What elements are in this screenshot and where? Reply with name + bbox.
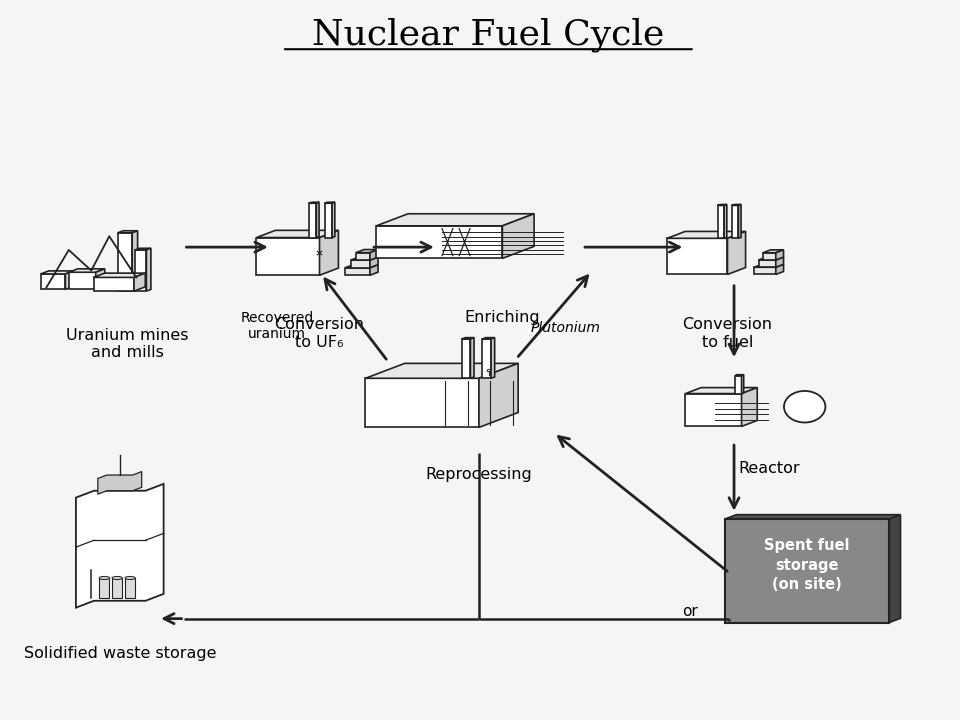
Polygon shape bbox=[776, 250, 783, 260]
Polygon shape bbox=[118, 231, 137, 233]
Text: Reprocessing: Reprocessing bbox=[425, 467, 532, 482]
Polygon shape bbox=[741, 374, 744, 394]
Polygon shape bbox=[135, 250, 146, 291]
Polygon shape bbox=[132, 231, 137, 291]
Polygon shape bbox=[370, 265, 378, 275]
Polygon shape bbox=[356, 250, 378, 253]
Polygon shape bbox=[763, 250, 783, 253]
Circle shape bbox=[487, 369, 491, 372]
Polygon shape bbox=[482, 339, 492, 378]
Polygon shape bbox=[350, 260, 370, 268]
Polygon shape bbox=[776, 257, 783, 267]
Text: or: or bbox=[682, 604, 698, 619]
Polygon shape bbox=[76, 484, 163, 608]
Polygon shape bbox=[462, 339, 470, 378]
Polygon shape bbox=[135, 248, 151, 250]
Text: Solidified waste storage: Solidified waste storage bbox=[23, 646, 216, 661]
Polygon shape bbox=[40, 271, 74, 274]
Polygon shape bbox=[69, 269, 105, 272]
Polygon shape bbox=[724, 204, 727, 238]
Polygon shape bbox=[685, 394, 741, 426]
Polygon shape bbox=[69, 272, 96, 289]
Polygon shape bbox=[370, 257, 378, 268]
Polygon shape bbox=[755, 267, 776, 274]
Polygon shape bbox=[776, 264, 783, 274]
Polygon shape bbox=[118, 233, 132, 291]
Circle shape bbox=[784, 391, 826, 423]
Polygon shape bbox=[376, 226, 502, 258]
FancyBboxPatch shape bbox=[99, 578, 109, 598]
FancyBboxPatch shape bbox=[112, 578, 122, 598]
Polygon shape bbox=[718, 205, 724, 238]
Ellipse shape bbox=[99, 577, 109, 580]
Polygon shape bbox=[732, 205, 738, 238]
Polygon shape bbox=[738, 204, 741, 238]
Polygon shape bbox=[725, 515, 900, 519]
Polygon shape bbox=[462, 338, 474, 339]
Polygon shape bbox=[356, 253, 370, 260]
Polygon shape bbox=[324, 202, 335, 203]
Text: Uranium mines
and mills: Uranium mines and mills bbox=[66, 328, 188, 360]
Polygon shape bbox=[479, 364, 518, 428]
Polygon shape bbox=[317, 202, 319, 238]
Polygon shape bbox=[732, 204, 741, 205]
Polygon shape bbox=[758, 260, 776, 267]
Polygon shape bbox=[667, 238, 728, 274]
Polygon shape bbox=[376, 214, 534, 226]
Polygon shape bbox=[735, 376, 741, 394]
Text: Enriching: Enriching bbox=[465, 310, 540, 325]
Polygon shape bbox=[755, 264, 783, 267]
Polygon shape bbox=[718, 204, 727, 205]
Text: Plutonium: Plutonium bbox=[531, 321, 600, 335]
Polygon shape bbox=[741, 387, 757, 426]
FancyBboxPatch shape bbox=[125, 578, 135, 598]
Polygon shape bbox=[889, 515, 900, 623]
Polygon shape bbox=[256, 238, 320, 275]
Polygon shape bbox=[470, 338, 474, 378]
Polygon shape bbox=[256, 230, 339, 238]
Polygon shape bbox=[350, 257, 378, 260]
Text: Reactor: Reactor bbox=[739, 462, 801, 477]
Ellipse shape bbox=[112, 577, 122, 580]
Polygon shape bbox=[370, 250, 378, 260]
Polygon shape bbox=[763, 253, 776, 260]
Text: Nuclear Fuel Cycle: Nuclear Fuel Cycle bbox=[312, 18, 664, 52]
Ellipse shape bbox=[125, 577, 135, 580]
Polygon shape bbox=[366, 364, 518, 378]
Polygon shape bbox=[758, 257, 783, 260]
Polygon shape bbox=[492, 338, 494, 378]
Text: Conversion
to UF₆: Conversion to UF₆ bbox=[275, 317, 365, 349]
Text: Recovered
uranium: Recovered uranium bbox=[241, 310, 314, 341]
Polygon shape bbox=[366, 378, 479, 428]
Polygon shape bbox=[40, 274, 65, 289]
FancyBboxPatch shape bbox=[725, 519, 889, 623]
Polygon shape bbox=[134, 273, 145, 291]
Polygon shape bbox=[98, 472, 142, 494]
Polygon shape bbox=[502, 214, 534, 258]
Polygon shape bbox=[309, 203, 317, 238]
Polygon shape bbox=[332, 202, 335, 238]
Polygon shape bbox=[728, 231, 746, 274]
Polygon shape bbox=[96, 269, 105, 289]
Text: Spent fuel
storage
(on site): Spent fuel storage (on site) bbox=[764, 539, 850, 592]
Polygon shape bbox=[93, 273, 145, 277]
Polygon shape bbox=[482, 338, 494, 339]
Polygon shape bbox=[685, 387, 757, 394]
Text: Conversion
to fuel: Conversion to fuel bbox=[683, 317, 773, 349]
Polygon shape bbox=[346, 268, 370, 275]
Polygon shape bbox=[146, 248, 151, 291]
Polygon shape bbox=[65, 271, 74, 289]
Polygon shape bbox=[324, 203, 332, 238]
Polygon shape bbox=[93, 277, 134, 291]
Polygon shape bbox=[667, 231, 746, 238]
Polygon shape bbox=[346, 265, 378, 268]
Polygon shape bbox=[320, 230, 339, 275]
Polygon shape bbox=[309, 202, 319, 203]
Polygon shape bbox=[735, 374, 744, 376]
